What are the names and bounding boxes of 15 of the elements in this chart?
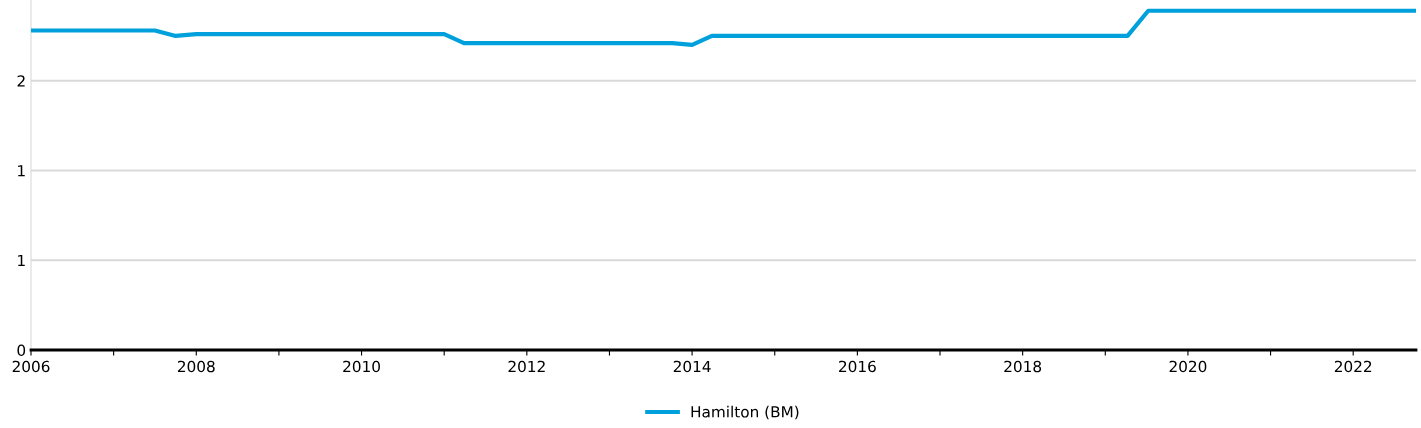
line-series [31, 8, 1416, 47]
x-tick-label: 2022 [1334, 360, 1372, 373]
x-tick-label: 2006 [12, 360, 50, 373]
y-tick-label: 0 [17, 344, 26, 357]
y-tick-label: 1 [18, 254, 25, 267]
legend-label: Hamilton (BM) [691, 405, 799, 420]
y-tick-label: 1 [18, 165, 25, 177]
x-tick-label: 2008 [177, 360, 215, 373]
x-tick-label: 2010 [343, 360, 380, 373]
x-tick-label: 2016 [839, 360, 876, 373]
x-tick-label: 2020 [1169, 360, 1207, 373]
x-tick-label: 2014 [673, 360, 711, 373]
y-tick-label: 2 [17, 75, 25, 87]
x-tick-label: 2012 [508, 360, 545, 373]
x-tick-label: 2018 [1004, 360, 1042, 373]
